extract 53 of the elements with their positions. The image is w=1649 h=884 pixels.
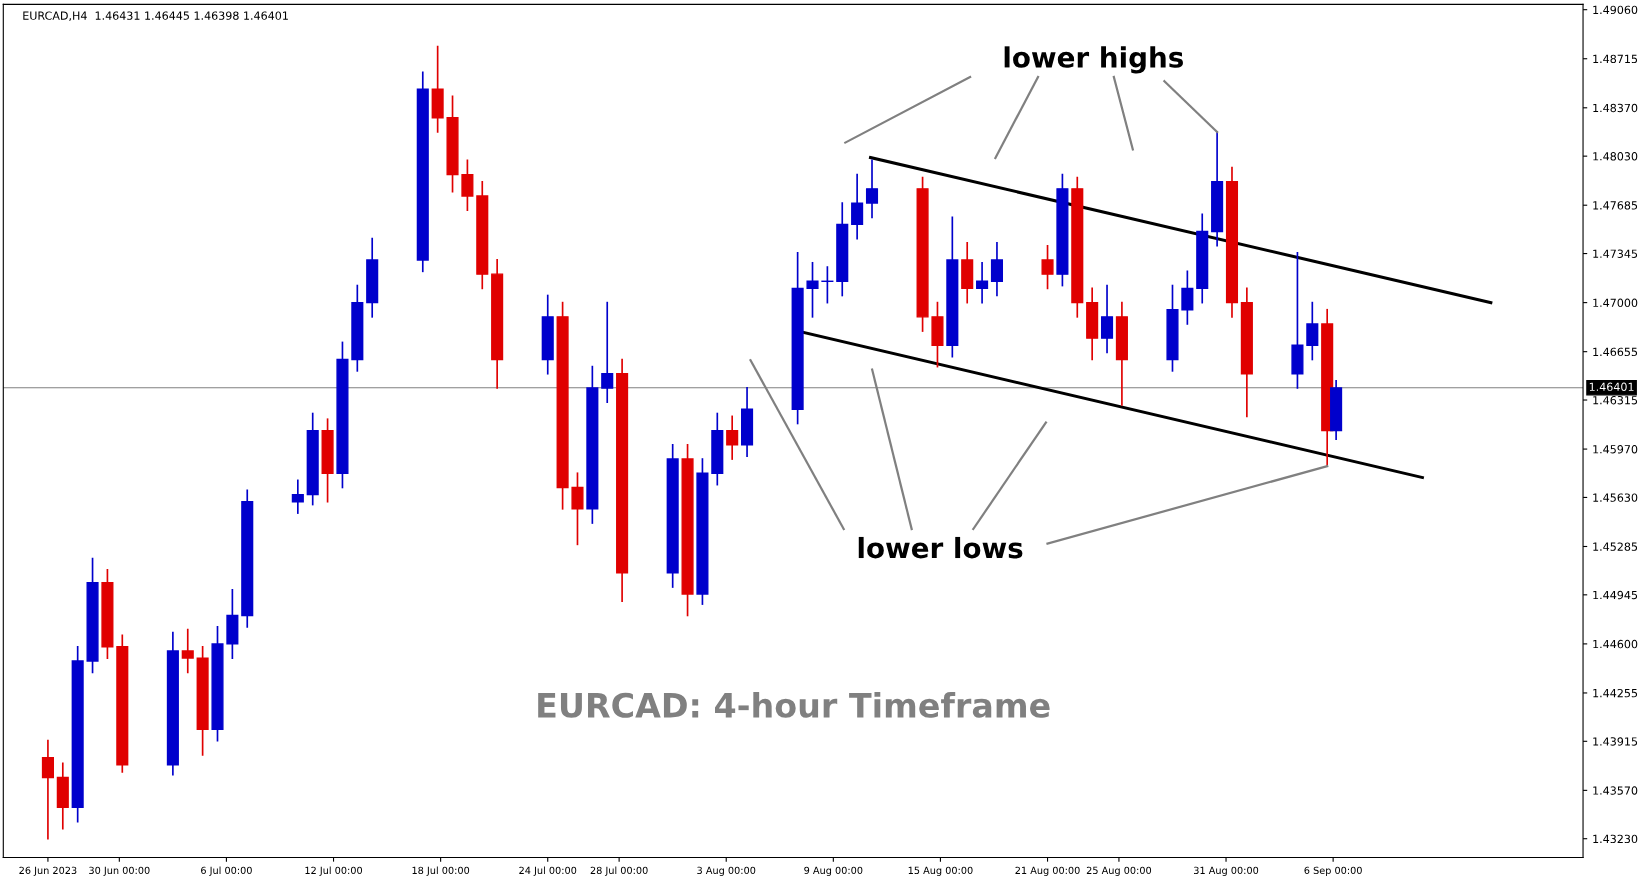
x-tick-label: 24 Jul 00:00 [519,866,577,876]
candlestick [990,242,1004,297]
y-tick-label: 1.45630 [1593,493,1638,502]
y-tick-label: 1.47345 [1593,249,1638,258]
x-tick-label: 30 Jun 00:00 [89,866,150,876]
x-tick-label: 28 Jul 00:00 [590,866,648,876]
y-tick-label: 1.43570 [1593,786,1638,795]
candlestick [806,261,819,318]
x-tick-label: 9 Aug 00:00 [804,866,863,876]
y-tick-label: 1.49060 [1593,5,1638,15]
y-tick-label: 1.48370 [1593,103,1638,113]
y-tick-label: 1.43230 [1593,834,1638,844]
x-tick-label: 21 Aug 00:00 [1015,866,1080,876]
x-tick-label: 25 Aug 00:00 [1086,866,1152,876]
candlestick [851,173,864,240]
y-tick-label: 1.47685 [1593,201,1638,210]
candlestick [865,159,879,219]
ref-line-label: 1.46401 [1589,382,1634,392]
annotation: lower highs [1004,46,1183,74]
candlestick [1041,244,1054,290]
y-tick-label: 1.44600 [1593,639,1638,649]
candlestick [461,159,474,212]
y-tick-label: 1.45285 [1593,542,1638,551]
candlestick [1181,270,1194,325]
y-tick-label: 1.48030 [1593,152,1638,161]
y-tick-label: 1.46655 [1593,347,1638,357]
candlestick [1100,284,1114,354]
y-tick-label: 1.45970 [1593,445,1638,454]
y-tick-label: 1.47000 [1593,298,1638,307]
candlestick [181,628,194,674]
x-tick-label: 6 Jul 00:00 [201,866,252,876]
candlestick [1306,301,1319,361]
y-tick-label: 1.44945 [1593,590,1638,600]
candlestick [726,415,739,460]
candlestick [41,739,54,840]
candlestick [601,301,614,403]
annotation: lower lows [858,536,1023,559]
x-tick-label: 31 Aug 00:00 [1194,866,1259,876]
x-tick-label: 26 Jun 2023 [19,866,77,876]
y-tick-label: 1.46315 [1593,396,1638,405]
candlestick [291,479,304,514]
y-tick-label: 1.48715 [1593,54,1638,64]
y-tick-label: 1.43915 [1593,737,1638,746]
candlestick [976,261,989,304]
text: EURCAD,H4 1.46431 1.46445 1.46398 1.46401 [23,11,288,21]
x-tick-label: 3 Aug 00:00 [697,866,756,876]
x-tick-label: 15 Aug 00:00 [908,866,973,876]
y-tick-label: 1.44255 [1593,688,1638,698]
x-tick-label: 12 Jul 00:00 [305,866,363,876]
candlestick [571,472,584,546]
x-tick-label: 18 Jul 00:00 [412,866,470,876]
x-tick-label: 6 Sep 00:00 [1304,866,1362,876]
annotation: EURCAD: 4-hour Timeframe [538,692,1050,718]
